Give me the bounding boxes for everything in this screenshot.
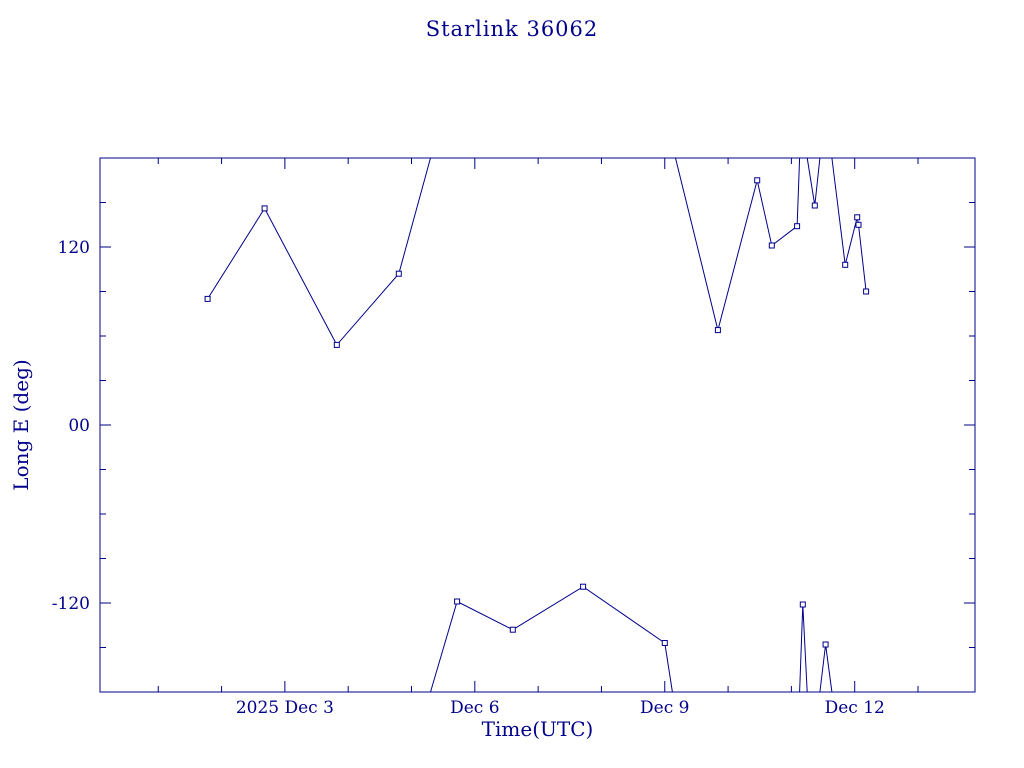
data-point-marker <box>794 223 801 230</box>
chart-title: Starlink 36062 <box>425 17 599 41</box>
x-tick-label: Dec 12 <box>825 698 885 718</box>
data-point-marker <box>661 640 668 646</box>
data-point-marker <box>509 626 516 633</box>
data-point-marker <box>799 601 806 608</box>
data-point-marker <box>842 261 849 268</box>
data-point-marker <box>395 270 402 277</box>
y-tick-label: -120 <box>52 594 90 614</box>
y-tick-label: 00 <box>68 416 90 436</box>
data-point-marker <box>854 214 861 221</box>
data-point-marker <box>768 242 775 249</box>
data-line-segment <box>799 604 808 693</box>
data-point-marker <box>855 221 862 228</box>
data-point-marker <box>261 205 268 212</box>
data-line-segment <box>207 157 431 346</box>
data-point-marker <box>714 327 721 334</box>
data-line-segment <box>675 157 801 331</box>
x-tick-label: Dec 9 <box>640 698 689 718</box>
data-line-segment <box>806 157 821 206</box>
data-point-marker <box>811 202 818 209</box>
x-axis-label: Time(UTC) <box>481 717 594 741</box>
y-tick-label: 120 <box>58 238 90 258</box>
x-tick-label: Dec 6 <box>450 698 499 718</box>
data-point-marker <box>754 177 761 184</box>
data-line-segment <box>819 644 833 693</box>
data-point-marker <box>454 598 461 605</box>
data-point-marker <box>333 341 340 348</box>
data-line-segment <box>430 586 673 693</box>
data-point-marker <box>580 583 587 590</box>
x-tick-label: 2025 Dec 3 <box>236 698 334 718</box>
data-point-marker <box>863 288 870 295</box>
data-point-marker <box>822 641 829 648</box>
data-point-marker <box>204 295 211 302</box>
plot-frame <box>99 157 976 693</box>
